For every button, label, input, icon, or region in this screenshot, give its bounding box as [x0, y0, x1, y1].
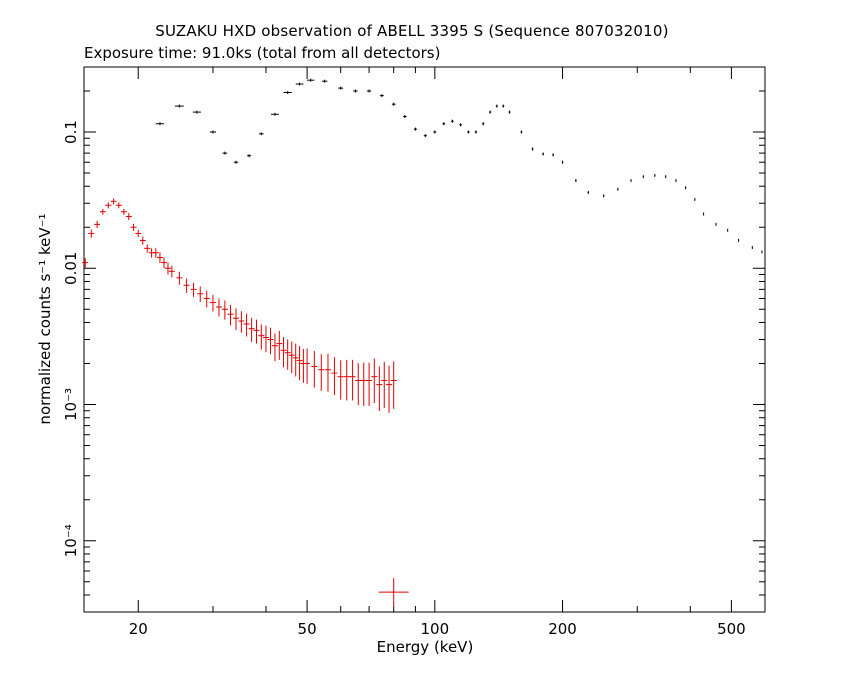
series-hxd-pin [82, 198, 397, 413]
x-tick-label: 500 [717, 620, 746, 638]
x-tick-label: 50 [298, 620, 317, 638]
x-tick-label: 100 [421, 620, 450, 638]
y-tick-label: 0.1 [62, 120, 80, 144]
y-tick-label: 10⁻³ [62, 388, 80, 421]
x-tick-label: 20 [129, 620, 148, 638]
annotations [378, 578, 409, 607]
y-tick-label: 10⁻⁴ [62, 524, 80, 557]
chart-title: SUZAKU HXD observation of ABELL 3395 S (… [155, 22, 669, 40]
plot-frame [83, 66, 766, 613]
x-tick-label: 200 [548, 620, 577, 638]
x-axis-label: Energy (keV) [376, 638, 474, 656]
plot-border [83, 66, 766, 613]
axis-ticks: 20 50 100 200 500 10⁻⁴ 10⁻³ 0.01 0.1 [62, 67, 766, 638]
series-hxd-gso [155, 78, 763, 254]
y-tick-label: 0.01 [62, 252, 80, 285]
chart-subtitle: Exposure time: 91.0ks (total from all de… [84, 44, 441, 62]
